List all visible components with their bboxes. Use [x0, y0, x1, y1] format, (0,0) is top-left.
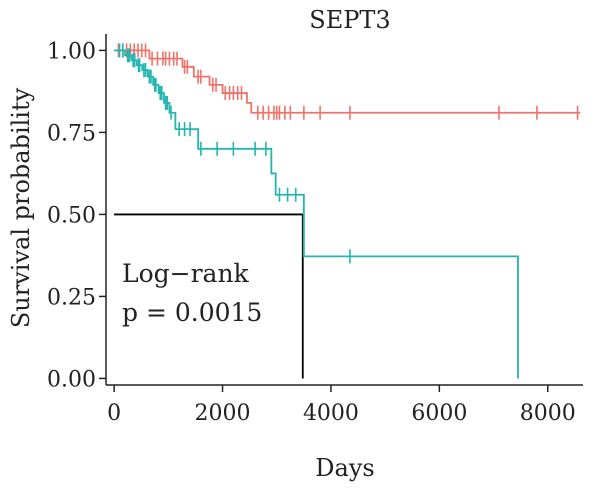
logrank-label: Log−rank: [122, 259, 250, 288]
plot-area: [114, 43, 581, 379]
survival-curves: [114, 43, 581, 379]
series-1: [114, 43, 519, 379]
y-tick-label: 0.75: [47, 121, 96, 146]
x-axis-ticks: 0 2000 4000 6000 8000: [107, 385, 576, 426]
y-axis-label: Survival probability: [7, 87, 35, 328]
y-tick-label: 0.50: [47, 203, 96, 228]
median-line: [114, 213, 304, 379]
p-value-label: p = 0.0015: [122, 298, 262, 327]
y-axis-ticks: 0.00 0.25 0.50 0.75 1.00: [47, 39, 106, 392]
x-tick-label: 8000: [520, 401, 576, 426]
x-axis-label: Days: [315, 454, 374, 482]
chart-title: SEPT3: [309, 6, 390, 34]
survival-curve-line: [114, 49, 581, 114]
y-tick-label: 1.00: [47, 39, 96, 64]
survival-curve-line: [114, 49, 519, 379]
x-tick-label: 2000: [195, 401, 251, 426]
y-tick-label: 0.25: [47, 285, 96, 310]
x-tick-label: 4000: [303, 401, 359, 426]
x-tick-label: 0: [107, 401, 121, 426]
x-tick-label: 6000: [411, 401, 467, 426]
series-0: [114, 43, 581, 120]
y-tick-label: 0.00: [47, 367, 96, 392]
